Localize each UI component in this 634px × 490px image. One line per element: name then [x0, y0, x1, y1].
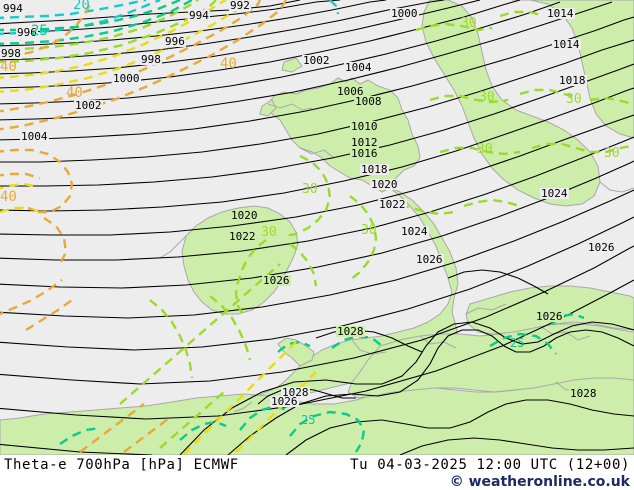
isobar-1006 [0, 39, 634, 163]
isobar-label: 1002 [302, 54, 331, 67]
thetae-35-contours [0, 0, 317, 455]
isobar-1022 [0, 245, 634, 385]
thetae-label-30: 30 [302, 182, 318, 197]
isobar-label: 1024 [400, 225, 429, 238]
isobar-label: 1026 [270, 395, 299, 408]
isobar-nsea-1 [447, 269, 549, 295]
isobar-1020 [0, 216, 634, 351]
thetae-label-30: 30 [477, 142, 493, 157]
product-title: Theta-e 700hPa [hPa] ECMWF [4, 457, 239, 473]
wales-land [277, 337, 315, 367]
thetae-label-25: 25 [31, 23, 48, 39]
isobar-1026-ridge [227, 329, 634, 455]
isobar-label: 994 [2, 2, 24, 15]
thetae-label-40: 40 [0, 59, 17, 75]
isobar-label: 1014 [552, 38, 581, 51]
thetae-label-25: 25 [301, 413, 316, 427]
isobar-1024 [0, 279, 634, 420]
isobar-label: 1002 [74, 99, 103, 112]
isobar-994 [0, 0, 341, 35]
coastline-detail [159, 103, 634, 413]
isobar-label: 1000 [390, 7, 419, 20]
isobar-label: 998 [140, 53, 162, 66]
isobar-label: 1028 [336, 325, 365, 338]
isobar-label: 1016 [350, 147, 379, 160]
isobar-label: 1014 [546, 7, 575, 20]
isobar-label: 1010 [350, 120, 379, 133]
isobar-label: 1020 [370, 178, 399, 191]
isobar-1000 [0, 0, 521, 89]
isobar-label: 1022 [228, 230, 257, 243]
isobar-label: 1026 [262, 274, 291, 287]
isobar-label: 1026 [535, 310, 564, 323]
isobar-1028-south2 [399, 437, 634, 455]
isobar-1016 [0, 160, 634, 289]
thetae-label-25: 25 [510, 336, 525, 350]
copyright-text: © weatheronline.co.uk [449, 474, 630, 490]
germany-poland-land [421, 0, 601, 207]
isobar-label: 1024 [540, 187, 569, 200]
isobar-label: 1028 [281, 386, 310, 399]
isobar-992 [0, 0, 301, 25]
isobar-label: 998 [0, 47, 22, 60]
thetae-label-30: 30 [604, 146, 620, 161]
isobar-label: 1026 [587, 241, 616, 254]
isobar-label: 992 [229, 0, 251, 12]
isobar-label: 1020 [230, 209, 259, 222]
isobar-label: 1018 [360, 163, 389, 176]
outer-hebrides-land [259, 99, 277, 117]
thetae-label-40: 40 [66, 85, 83, 101]
isobar-label: 1006 [336, 85, 365, 98]
isobar-label: 1012 [350, 136, 379, 149]
isobar-label: 1000 [112, 72, 141, 85]
isobar-label: 1004 [344, 61, 373, 74]
footer-bar: Theta-e 700hPa [hPa] ECMWF Tu 04-03-2025… [0, 455, 634, 490]
thetae-label-40: 40 [0, 189, 17, 205]
thetae-label-30: 30 [566, 92, 582, 107]
isobar-channel-2 [315, 329, 423, 353]
isobar-label: 1008 [354, 95, 383, 108]
thetae-40-contours [0, 0, 288, 453]
isobar-1014 [0, 136, 634, 261]
isobar-label: 1022 [378, 198, 407, 211]
isobar-1002 [0, 1, 613, 121]
valid-time: Tu 04-03-2025 12:00 UTC (12+00) [350, 457, 630, 473]
thetae-label-30: 30 [261, 225, 277, 240]
isobar-label: 1004 [20, 130, 49, 143]
isobar-label: 1028 [569, 387, 598, 400]
thetae-label-30: 30 [479, 90, 495, 105]
isobar-contours [0, 0, 634, 455]
isobar-label: 1026 [415, 253, 444, 266]
thetae-label-30: 30 [461, 16, 477, 31]
isobar-1026-ridge2 [179, 321, 634, 455]
isobar-label: 996 [164, 35, 186, 48]
isobar-1018 [0, 189, 634, 319]
thetae-label-40: 40 [220, 56, 237, 72]
thetae-label-20: 20 [73, 0, 90, 13]
isobar-label: 996 [16, 26, 38, 39]
thetae-label-30: 30 [361, 223, 377, 238]
orkney-land [281, 57, 303, 73]
map-svg [0, 0, 634, 455]
isobar-1028-south [285, 399, 634, 455]
map-canvas[interactable]: 992 994 994 1014 996 996 998 998 1000 10… [0, 0, 634, 455]
isobar-label: 994 [188, 9, 210, 22]
ireland-land [181, 205, 299, 315]
isobar-label: 1018 [558, 74, 587, 87]
isobar-1012 [0, 114, 634, 236]
